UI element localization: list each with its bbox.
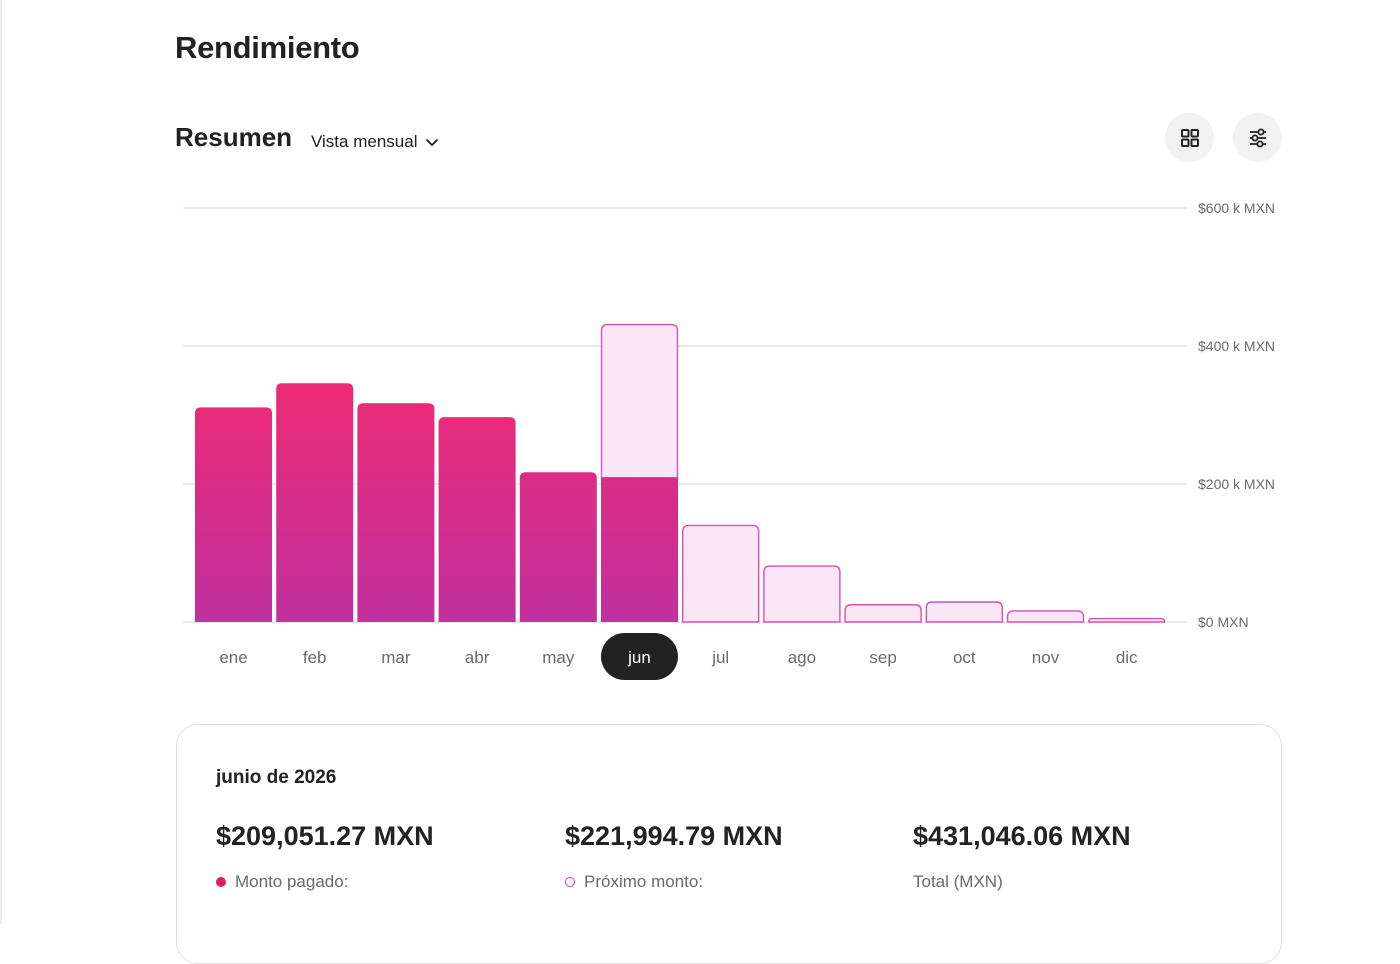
upcoming-legend-dot — [565, 877, 575, 887]
bar-upcoming-nov[interactable] — [1006, 610, 1085, 623]
month-label-dic[interactable]: dic — [1116, 648, 1138, 667]
performance-page: Rendimiento Resumen Vista mensual — [0, 0, 1282, 964]
y-axis-tick-label: $200 k MXN — [1198, 476, 1275, 492]
month-label-ene[interactable]: ene — [219, 648, 247, 667]
month-label-ago[interactable]: ago — [788, 648, 816, 667]
month-label-jul[interactable]: jul — [711, 648, 729, 667]
bar-upcoming-oct[interactable] — [925, 601, 1003, 623]
sliders-icon — [1249, 128, 1266, 147]
paid-amount-value: $209,051.27 MXN — [216, 821, 434, 851]
view-mode-dropdown[interactable]: Vista mensual — [311, 130, 439, 154]
bar-upcoming-dic[interactable] — [1087, 617, 1166, 623]
total-amount-value: $431,046.06 MXN — [913, 821, 1131, 851]
bar-upcoming-sep[interactable] — [844, 604, 922, 623]
upcoming-amount-value: $221,994.79 MXN — [565, 821, 783, 851]
month-label-mar[interactable]: mar — [381, 648, 411, 667]
month-label-abr[interactable]: abr — [465, 648, 490, 667]
bar-upcoming-jun[interactable] — [600, 323, 679, 479]
view-mode-label: Vista mensual — [311, 132, 418, 151]
bar-paid-may[interactable] — [519, 472, 597, 622]
page-title: Rendimiento — [175, 30, 360, 65]
paid-legend-dot — [216, 877, 226, 887]
bar-paid-abr[interactable] — [438, 417, 516, 622]
bar-paid-ene[interactable] — [195, 407, 272, 622]
bar-upcoming-jul[interactable] — [682, 524, 760, 623]
month-label-jun[interactable]: jun — [627, 648, 651, 667]
paid-amount-stat: $209,051.27 MXN Monto pagado: — [216, 821, 434, 892]
month-label-may[interactable]: may — [542, 648, 575, 667]
month-label-feb[interactable]: feb — [303, 648, 327, 667]
filter-button[interactable] — [1233, 113, 1282, 162]
month-label-nov[interactable]: nov — [1032, 648, 1060, 667]
chevron-down-icon — [426, 139, 439, 146]
monthly-earnings-chart: $0 MXN $200 k MXN $400 k MXN $600 k MXN ene… — [183, 200, 1275, 680]
selected-month-pill[interactable] — [601, 633, 678, 680]
month-label-oct[interactable]: oct — [953, 648, 976, 667]
month-label-sep[interactable]: sep — [869, 648, 896, 667]
summary-title: Resumen — [175, 122, 293, 152]
summary-period: junio de 2026 — [216, 767, 337, 788]
bar-paid-jun[interactable] — [601, 477, 678, 622]
paid-amount-label: Monto pagado: — [235, 872, 349, 891]
grid-icon — [1180, 128, 1199, 147]
total-amount-label: Total (MXN) — [913, 872, 1003, 891]
grid-view-button[interactable] — [1165, 113, 1214, 162]
y-axis-tick-label: $600 k MXN — [1198, 200, 1275, 216]
bar-upcoming-ago[interactable] — [763, 565, 841, 623]
bar-paid-feb[interactable] — [276, 383, 354, 622]
upcoming-amount-label: Próximo monto: — [584, 872, 704, 891]
upcoming-amount-stat: $221,994.79 MXN Próximo monto: — [565, 821, 783, 892]
total-amount-stat: $431,046.06 MXN Total (MXN) — [913, 821, 1131, 892]
y-axis-tick-label: $0 MXN — [1198, 614, 1249, 630]
month-summary-card: junio de 2026 $209,051.27 MXN Monto paga… — [176, 724, 1282, 964]
bar-paid-mar[interactable] — [357, 403, 435, 622]
y-axis-tick-label: $400 k MXN — [1198, 338, 1275, 354]
